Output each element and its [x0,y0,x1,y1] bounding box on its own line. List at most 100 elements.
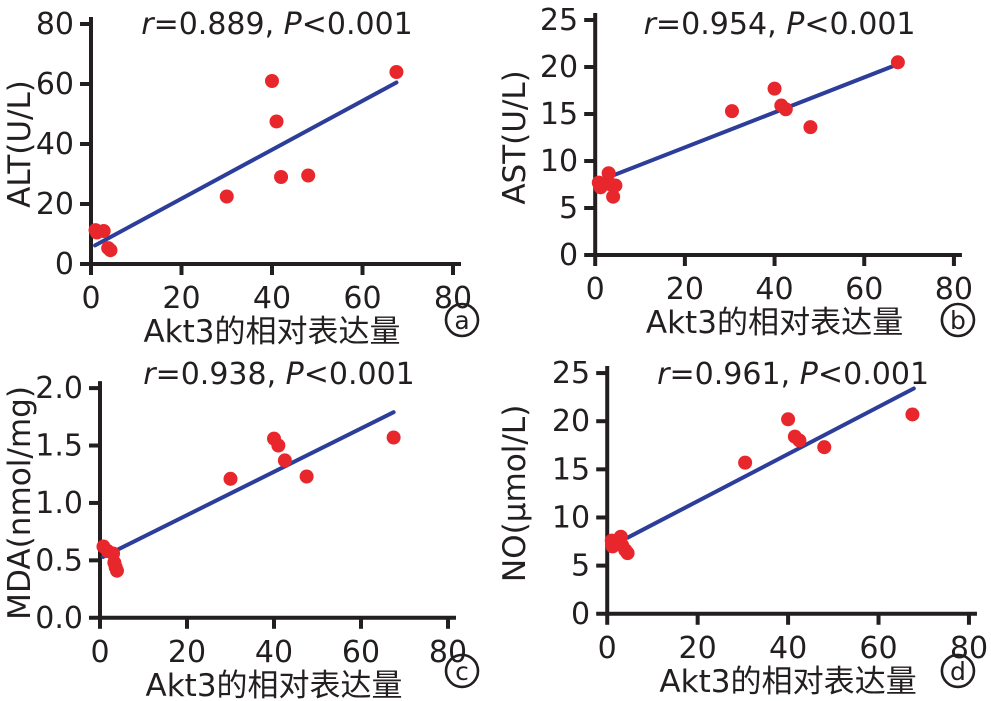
x-tick-label: 60 [859,631,897,666]
data-point [271,438,286,453]
x-tick-label: 0 [598,631,617,666]
data-point [803,120,818,135]
y-tick-label: 40 [36,127,74,162]
x-tick-label: 80 [434,281,472,316]
y-tick-label: 15 [552,452,590,487]
x-axis-title: Akt3的相对表达量 [143,314,400,350]
data-point [817,440,832,455]
y-axis-title: ALT(U/L) [2,80,38,208]
scatter-plot-c: 0 20 40 60 800.00.51.01.52.0MDA(nmol/mg)Akt3… [2,357,480,701]
x-tick-label: 40 [755,272,793,307]
data-point [778,102,793,117]
x-tick-label: 60 [343,281,381,316]
panel-badge-letter: a [454,306,469,335]
data-point [601,166,616,181]
y-axis-title: MDA(nmol/mg) [2,386,38,620]
data-point [905,407,920,422]
y-tick-label: 0 [55,247,74,282]
x-tick-label: 20 [666,272,704,307]
x-axis-title: Akt3的相对表达量 [659,664,916,700]
x-tick-label: 0 [586,272,605,307]
y-axis-title: AST(U/L) [497,70,533,204]
y-tick-label: 80 [36,7,74,42]
y-tick-label: 1.5 [35,429,83,464]
scatter-plot-d: 0 20 40 60 800510152025NO(μmol/L)Akt3的相对表达量r… [497,356,988,700]
y-tick-label: 0 [559,238,578,273]
y-tick-label: 20 [36,187,74,222]
data-point [389,65,404,79]
y-tick-label: 10 [540,144,578,179]
panel-badge-letter: b [950,306,966,335]
x-axis-title: Akt3的相对表达量 [146,668,403,701]
stats-annotation: r=0.938, P<0.001 [143,357,414,392]
data-point [608,178,623,193]
y-tick-label: 5 [559,191,578,226]
y-tick-label: 0.0 [35,601,83,636]
panel-a: 0 20 40 60 80 0 20 40 60 80 ALT(U/L) Akt3的相对表达量 r=0.… [0,0,495,350]
data-point [265,74,279,88]
y-tick-label: 0 [571,597,590,632]
scatter-plot-a: 0 20 40 60 80 0 20 40 60 80 ALT(U/L) Akt3的相对表达量 r=0.… [2,7,480,350]
panel-badge-circle [940,302,976,338]
x-tick-label: 80 [935,272,973,307]
data-point [301,168,316,183]
data-point [277,453,292,468]
x-tick-label: 20 [679,631,717,666]
trend-line [93,80,399,248]
stats-annotation: r=0.961, P<0.001 [657,357,929,392]
y-axis-title: NO(μmol/L) [497,405,533,582]
trend-line [599,63,898,182]
y-tick-label: 20 [540,50,578,85]
data-point [386,430,401,445]
y-tick-label: 20 [552,404,590,439]
data-point [890,55,905,70]
y-tick-label: 15 [540,97,578,132]
y-tick-label: 5 [571,549,590,584]
trend-line [625,386,916,540]
stats-annotation: r=0.954, P<0.001 [644,7,916,42]
stats-annotation: r=0.889, P<0.001 [141,7,413,42]
y-tick-label: 10 [552,500,590,535]
data-point [219,189,234,204]
x-tick-label: 60 [845,272,883,307]
data-point [738,455,753,470]
x-tick-label: 20 [168,635,206,670]
y-tick-label: 25 [552,356,590,391]
panel-badge-letter: c [455,657,469,686]
x-axis-title: Akt3的相对表达量 [646,305,903,341]
x-tick-label: 40 [255,635,293,670]
y-tick-label: 1.0 [35,486,83,521]
data-point [269,114,284,129]
data-point [792,433,807,448]
data-point [606,189,621,204]
panel-badge-letter: d [950,657,966,686]
y-tick-label: 60 [36,67,74,102]
data-point [103,243,118,258]
x-tick-label: 40 [253,281,291,316]
data-point [767,81,782,96]
y-tick-label: 25 [540,3,578,38]
x-tick-label: 60 [342,635,380,670]
trend-line [101,410,396,559]
panel-c: 0 20 40 60 80 0.0 0.5 1.0 1.5 2.0 MDA(nmol/mg) Akt3… [0,350,495,701]
panel-badge-circle [940,653,976,689]
data-point [620,546,635,561]
data-point [299,469,314,484]
x-tick-label: 20 [162,281,200,316]
x-tick-label: 40 [769,631,807,666]
x-tick-label: 0 [90,635,109,670]
data-point [274,170,289,184]
panel-d: 0 20 40 60 80 0 5 10 15 20 25 NO(μmol/L) Akt3的相对表达量 r… [495,350,991,701]
data-point [109,563,124,578]
panel-b: 0 20 40 60 80 0 5 10 15 20 25 AST(U/L) Akt3的相对表达量 r=0… [495,0,991,350]
x-tick-label: 0 [81,281,100,316]
data-point [96,224,111,238]
y-tick-label: 2.0 [35,371,83,406]
panel-badge-circle [444,653,480,689]
y-tick-label: 0.5 [35,543,83,578]
data-point [781,412,796,427]
panel-badge-circle [444,302,480,338]
data-point [724,104,739,119]
